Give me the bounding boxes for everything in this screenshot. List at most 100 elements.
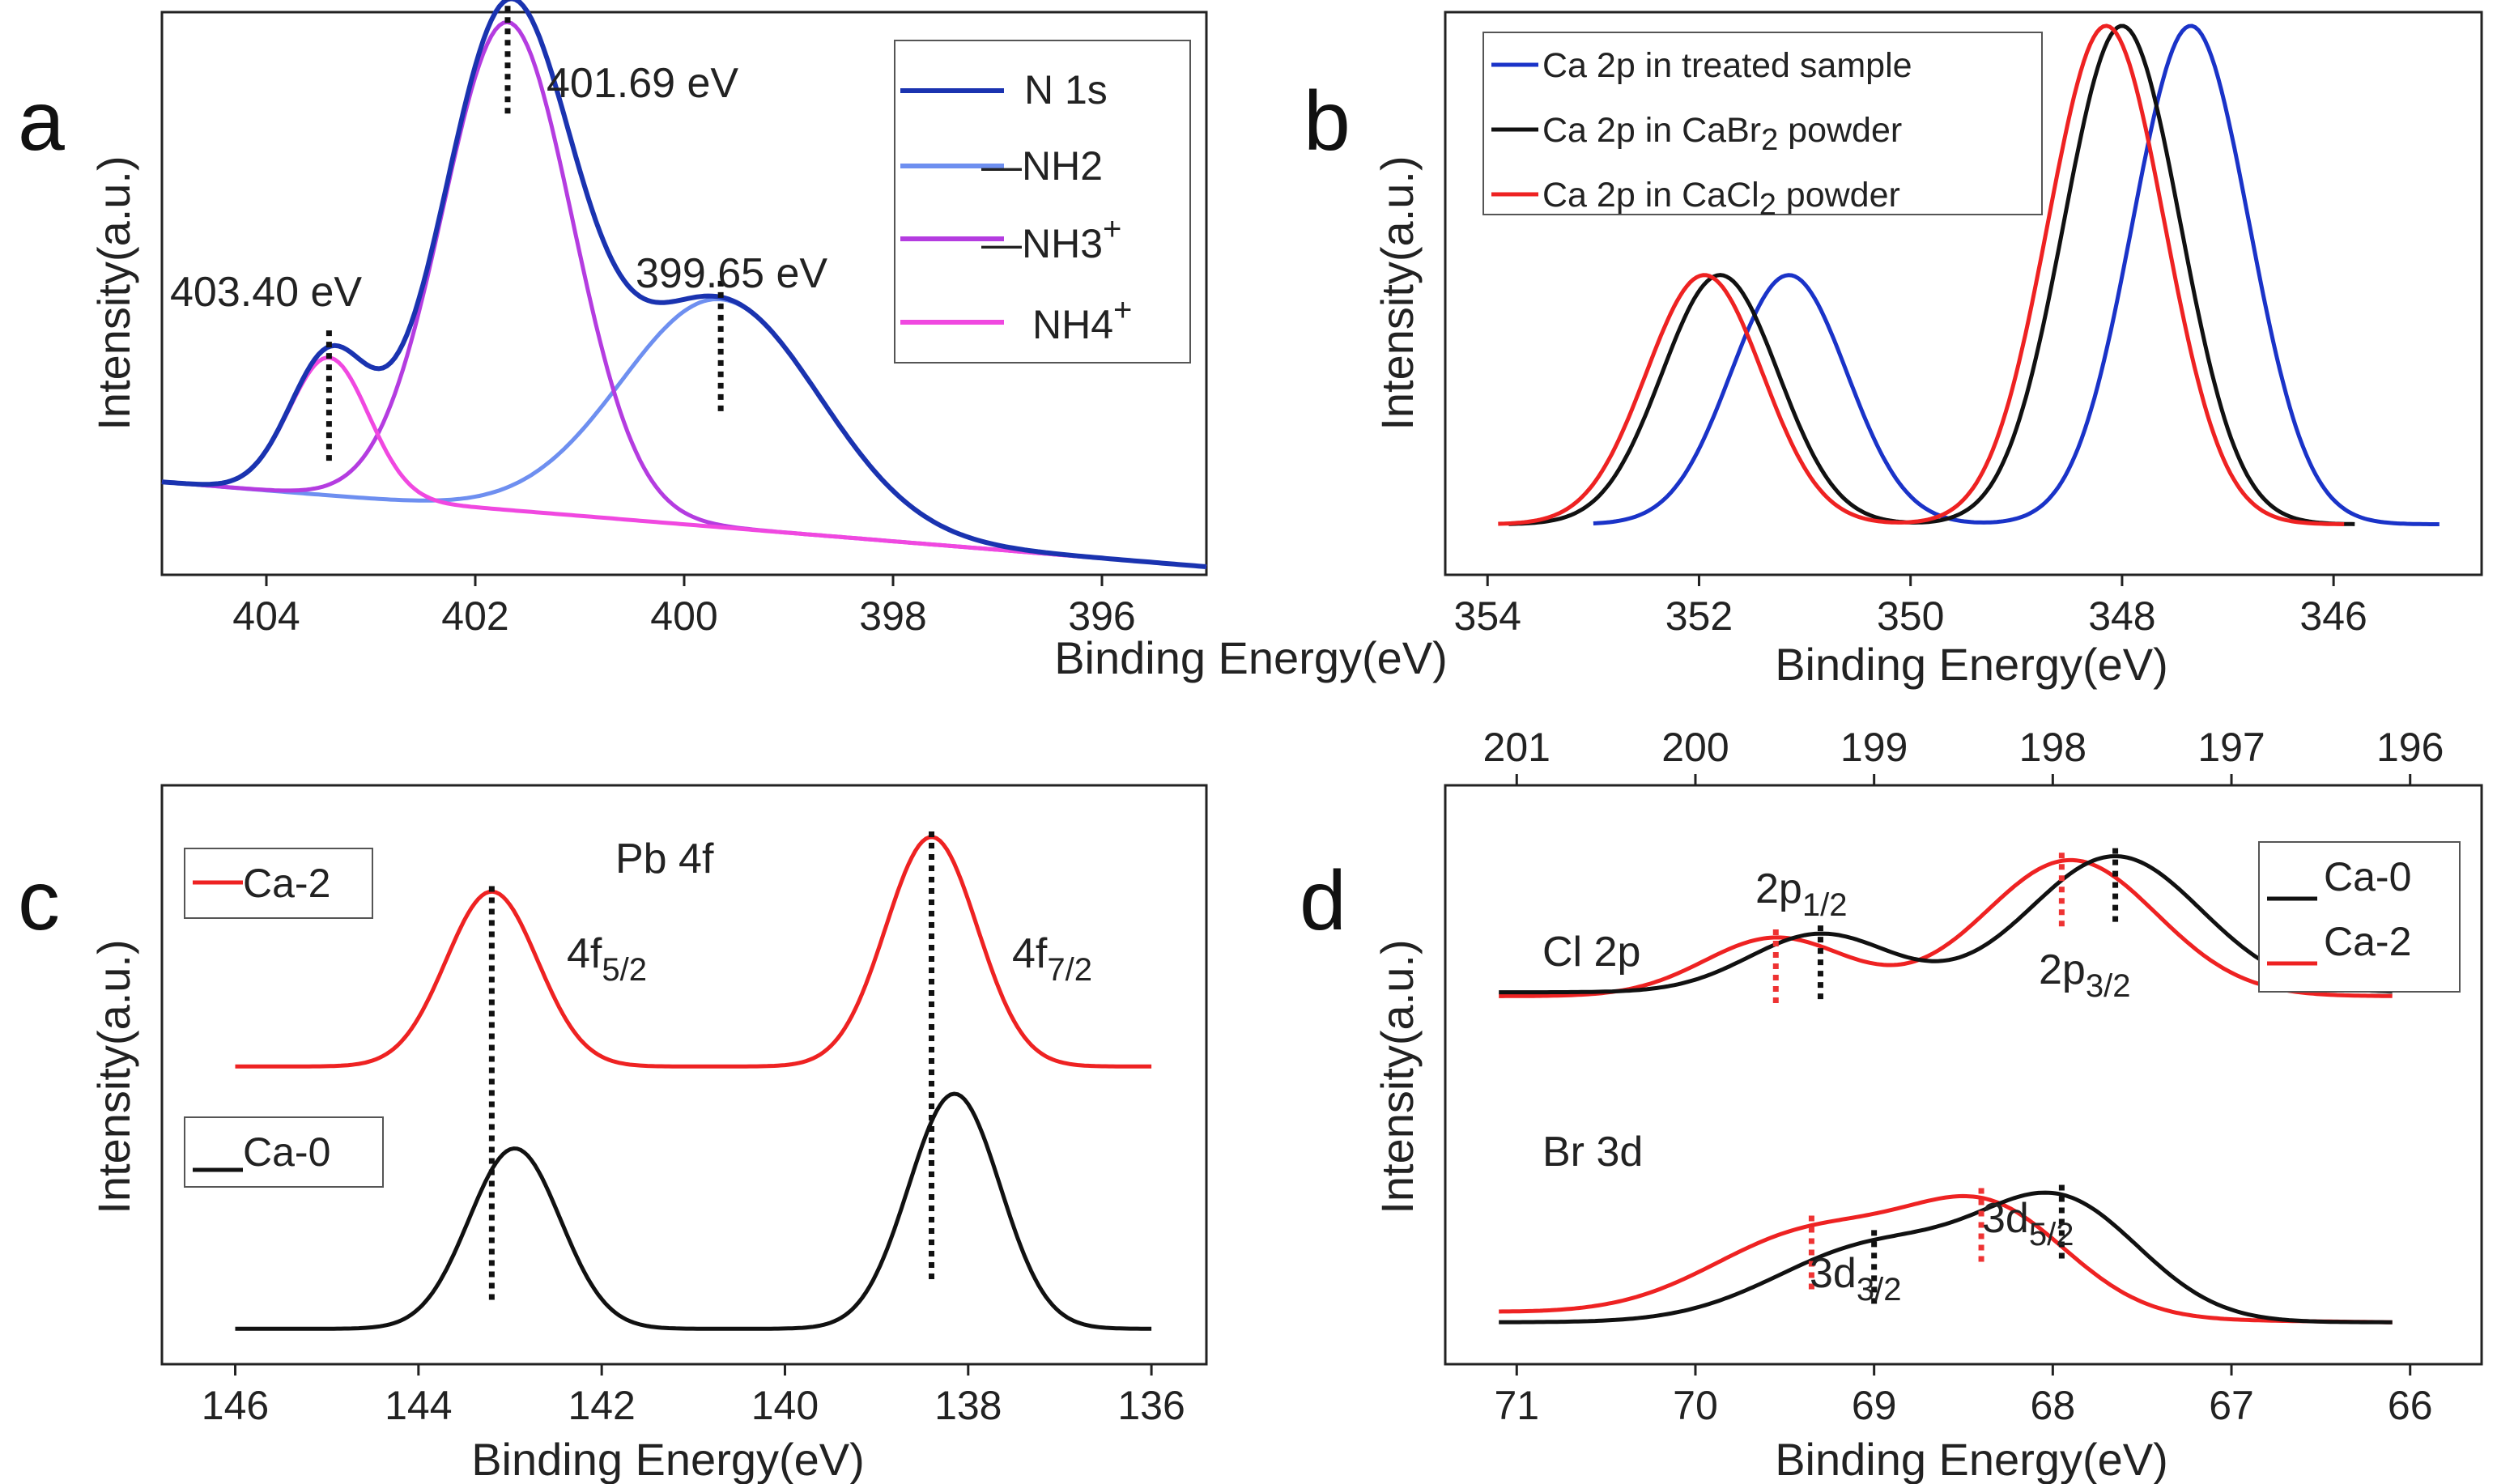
plot-frame-c [160, 784, 1208, 1366]
curve-nh4 [161, 355, 1207, 569]
x2-ticks-d: 201 200 199 198 197 196 [1483, 725, 2444, 785]
legend-label-b-1: Ca 2p in CaBr2 powder [1542, 111, 1902, 157]
y-axis-label-a: Intensity(a.u.) [88, 155, 139, 430]
curve-cabr2 [1508, 23, 2355, 526]
legend-label-c-ca0: Ca-0 [243, 1129, 330, 1175]
legend-label-b-0: Ca 2p in treated sample [1542, 46, 1912, 85]
curve-d-cl-ca0 [1499, 854, 2393, 995]
legend-box-ca0 [184, 1116, 384, 1188]
x-b-tick-label: 354 [1454, 593, 1521, 639]
x-c-tick-label: 138 [934, 1383, 1002, 1428]
x2-d-tick-label: 199 [1840, 725, 1908, 770]
y-axis-label-c: Intensity(a.u.) [88, 939, 139, 1214]
legend-label-c-ca2: Ca-2 [243, 861, 330, 906]
x-d-tick-label: 69 [1852, 1383, 1897, 1428]
x-c-tick-label: 136 [1117, 1383, 1185, 1428]
x-ticks-c: 146 144 142 140 138 136 [202, 1364, 1185, 1428]
x-ticks-d: 71 70 69 68 67 66 [1494, 1364, 2433, 1428]
x-a-tick-label: 396 [1068, 593, 1135, 639]
legend-box-d [2258, 841, 2461, 993]
x-ticks-a: 404 402 400 398 396 [232, 575, 1136, 639]
x-a-tick-label: 404 [232, 593, 300, 639]
x-c-tick-label: 142 [568, 1383, 635, 1428]
x-d-tick-label: 70 [1673, 1383, 1718, 1428]
legend-b: Ca 2p in treated sample Ca 2p in CaBr2 po… [1482, 32, 2043, 222]
panel-d: d 71 70 69 68 67 66 201 200 199 198 197 196 Bindin… [1300, 725, 2483, 1484]
x2-d-tick-label: 201 [1483, 725, 1551, 770]
x-a-tick-label: 398 [859, 593, 926, 639]
annotation-403-40: 403.40 eV [170, 269, 362, 316]
legend-a: N 1s —NH2 —NH3+ NH4+ [894, 40, 1191, 364]
legend-label-b-2: Ca 2p in CaCl2 powder [1542, 176, 1900, 222]
x-axis-label-d: Binding Energy(eV) [1775, 1434, 2168, 1484]
x2-d-tick-label: 197 [2197, 725, 2265, 770]
panel-label-d: d [1300, 854, 1346, 948]
plot-frame-d [1444, 784, 2483, 1366]
curve-treated [1593, 23, 2440, 526]
curve-n1s [161, 0, 1207, 569]
curve-d-br-ca0 [1499, 1190, 2393, 1325]
legend-box-b [1482, 32, 2043, 215]
label-br3d: Br 3d [1542, 1129, 1643, 1176]
x-c-tick-label: 144 [385, 1383, 452, 1428]
curve-cacl2 [1498, 23, 2345, 526]
curve-d-br-ca2 [1499, 1193, 2393, 1325]
panel-c: c 146 144 142 140 138 136 Binding Energy(eV) … [18, 784, 1208, 1484]
curve-c-ca0 [235, 1091, 1152, 1331]
x-d-tick-label: 66 [2388, 1383, 2433, 1428]
plot-frame-b [1444, 11, 2483, 576]
x-d-tick-label: 68 [2031, 1383, 2076, 1428]
x-b-tick-label: 350 [1877, 593, 1944, 639]
label-cl2p: Cl 2p [1542, 929, 1640, 976]
x-ticks-b: 354 352 350 348 346 [1454, 575, 2367, 639]
x2-d-tick-label: 196 [2376, 725, 2444, 770]
curves-d [1499, 854, 2393, 1325]
x-axis-label-c: Binding Energy(eV) [471, 1434, 865, 1484]
legend-label-nh4: NH4+ [1032, 292, 1132, 347]
annotation-2p12: 2p1/2 [1755, 865, 1847, 923]
y-axis-label-b: Intensity(a.u.) [1372, 155, 1423, 430]
x-b-tick-label: 346 [2299, 593, 2367, 639]
legend-label-nh2: —NH2 [981, 143, 1103, 189]
x-c-tick-label: 146 [202, 1383, 269, 1428]
x-a-tick-label: 400 [650, 593, 717, 639]
legend-c-ca2: Ca-2 [184, 848, 373, 919]
x-a-tick-label: 402 [441, 593, 508, 639]
x2-d-tick-label: 200 [1661, 725, 1729, 770]
panel-label-a: a [18, 74, 65, 168]
panel-a: a 404 402 400 398 396 Binding Energy(eV) Int… [18, 0, 1448, 683]
x-d-tick-label: 71 [1494, 1383, 1539, 1428]
x-c-tick-label: 140 [751, 1383, 819, 1428]
peak-markers-c [488, 831, 935, 1302]
legend-label-d-ca0: Ca-0 [2324, 854, 2411, 899]
curves-c [235, 835, 1152, 1331]
panel-label-b: b [1304, 74, 1351, 168]
panel-label-c: c [18, 854, 60, 948]
curve-c-ca2 [235, 835, 1152, 1069]
annotation-3d32: 3d3/2 [1810, 1250, 1901, 1308]
peak-markers-d [1772, 848, 2119, 1309]
annotation-4f52: 4f5/2 [567, 930, 647, 988]
legend-label-d-ca2: Ca-2 [2324, 919, 2411, 964]
x-b-tick-label: 352 [1665, 593, 1733, 639]
legend-c-ca0: Ca-0 [184, 1116, 384, 1188]
x2-d-tick-label: 198 [2019, 725, 2087, 770]
curves-b [1498, 23, 2440, 526]
x-b-tick-label: 348 [2088, 593, 2155, 639]
legend-label-nh3: —NH3+ [981, 211, 1121, 266]
annotation-399-65: 399.65 eV [636, 250, 827, 297]
annotation-4f72: 4f7/2 [1012, 930, 1092, 988]
annotation-2p32: 2p3/2 [2039, 946, 2130, 1004]
curve-d-cl-ca2 [1499, 857, 2393, 998]
annotation-3d52: 3d5/2 [1982, 1195, 2074, 1252]
x-axis-label-b: Binding Energy(eV) [1775, 639, 2168, 690]
y-axis-label-d: Intensity(a.u.) [1372, 939, 1423, 1214]
curves-a [161, 0, 1207, 569]
legend-d: Ca-0 Ca-2 [2258, 841, 2461, 993]
chart-title-c: Pb 4f [615, 836, 714, 882]
annotation-401-69: 401.69 eV [547, 60, 738, 107]
panel-b: b 354 352 350 348 346 Binding Energy(eV) Int… [1304, 11, 2483, 690]
legend-box-a [894, 40, 1191, 364]
legend-label-n1s: N 1s [1024, 67, 1108, 113]
